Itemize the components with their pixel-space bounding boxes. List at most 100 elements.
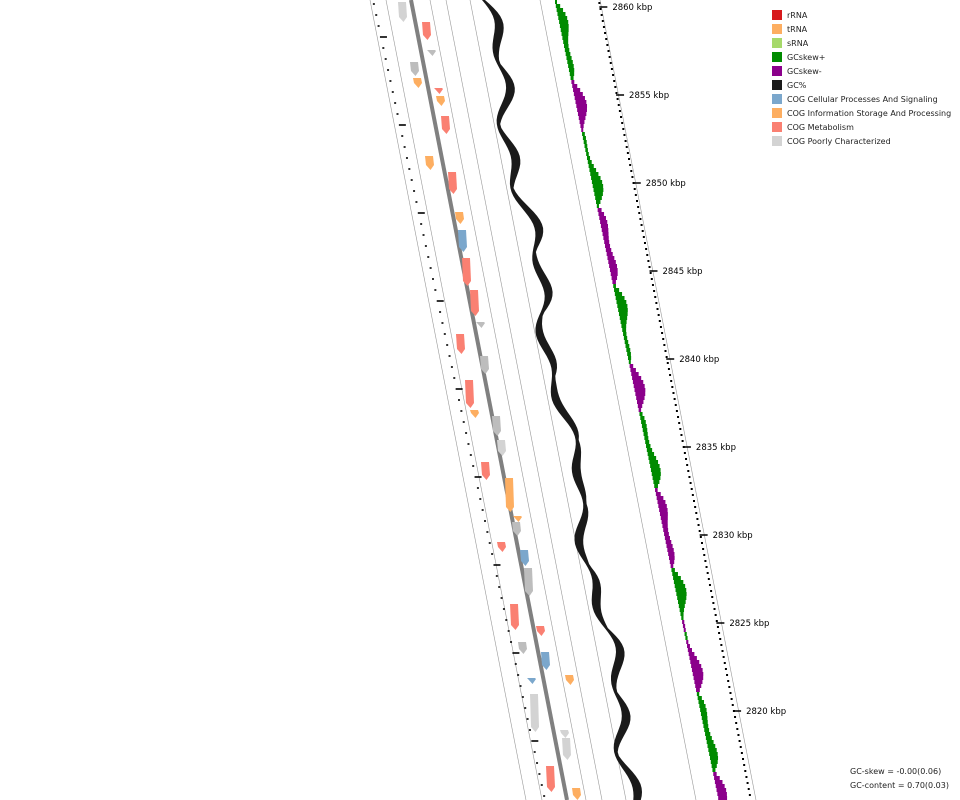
scale-dot [657, 314, 660, 316]
gc-skew-positive [593, 188, 604, 192]
gc-skew-negative [612, 280, 616, 284]
gc-skew-negative [603, 236, 609, 240]
scale-dot [703, 554, 706, 556]
scale-dot [673, 398, 676, 400]
scale-dot [649, 272, 652, 274]
legend-item: COG Information Storage And Processing [772, 106, 951, 120]
gc-skew-positive [561, 32, 569, 36]
gc-skew-positive [616, 300, 627, 304]
gc-skew-negative [691, 668, 703, 672]
gc-skew-positive [613, 284, 616, 288]
scale-dot [631, 176, 634, 178]
scale-dot [691, 494, 694, 496]
gc-skew-positive [704, 728, 710, 732]
gc-skew-positive [673, 576, 681, 580]
scale-dot [621, 122, 624, 124]
gc-skew-negative [637, 400, 644, 404]
gc-skew-positive [625, 344, 630, 348]
gc-skew-negative [670, 564, 674, 568]
legend-swatch [772, 122, 782, 132]
gc-skew-negative [578, 116, 586, 120]
scale-dot [665, 356, 668, 358]
legend-swatch [772, 108, 782, 118]
gc-skew-positive [654, 484, 658, 488]
gc-skew-negative [689, 656, 697, 660]
gc-skew-positive [639, 412, 643, 416]
gc-skew-positive [646, 444, 651, 448]
scale-dot [605, 38, 608, 40]
gc-skew-negative [599, 216, 606, 220]
gc-skew-positive [696, 692, 700, 696]
gc-skew-positive [671, 568, 675, 572]
gc-skew-negative [611, 276, 618, 280]
legend-swatch [772, 136, 782, 146]
gc-skew-positive [623, 336, 628, 340]
gc-skew-positive [705, 732, 711, 736]
gc-skew-positive [587, 160, 592, 164]
gc-skew-negative [602, 232, 609, 236]
gc-skew-positive [627, 356, 632, 360]
scale-label: 2845 kbp [662, 267, 702, 277]
legend-label: GCskew+ [787, 52, 826, 62]
gc-skew-positive [626, 348, 631, 352]
gc-skew-positive [650, 468, 661, 472]
cds-feature-metabolism [481, 462, 490, 480]
legend-item: GCskew- [772, 64, 951, 78]
scale-dot [702, 548, 705, 550]
gc-skew-negative [629, 364, 634, 368]
scale-dot [659, 326, 662, 328]
gc-stats: GC-skew = -0.00(0.06) GC-content = 0.70(… [850, 765, 949, 793]
gc-skew-positive [642, 428, 648, 432]
scale-dot [728, 686, 731, 688]
scale-dot [636, 200, 638, 202]
scale-dot [648, 266, 651, 268]
scale-dot [719, 638, 722, 640]
gc-skew-negative [716, 788, 727, 792]
gc-skew-negative [600, 224, 608, 228]
gc-skew-positive [620, 320, 627, 324]
gc-skew-negative [573, 92, 583, 96]
guide-line-3 [429, 0, 587, 800]
scale-label: 2820 kbp [746, 707, 786, 717]
gc-skew-negative [608, 260, 616, 264]
gc-skew-positive [700, 708, 707, 712]
scale-dot [688, 476, 691, 478]
gc-skew-positive [711, 764, 717, 768]
gc-skew-positive [646, 448, 653, 452]
legend-label: rRNA [787, 10, 808, 20]
gc-skew-negative [636, 396, 645, 400]
cds-feature-poorly_dark [518, 642, 527, 654]
gc-skew-positive [596, 200, 601, 204]
scale-dot [745, 776, 748, 778]
scale-label: 2825 kbp [729, 619, 769, 629]
gc-skew-negative [696, 688, 700, 692]
cds-feature-metabolism [422, 22, 431, 40]
backbone-line [409, 0, 569, 800]
guide-line-4 [445, 0, 603, 800]
gc-skew-negative [687, 644, 690, 648]
legend-item: rRNA [772, 8, 951, 22]
cds-feature-poorly_dark [492, 416, 501, 436]
gc-skew-positive [675, 588, 687, 592]
scale-dot [669, 374, 672, 376]
cds-feature-poorly [560, 730, 569, 738]
gc-skew-positive [679, 608, 685, 612]
legend-swatch [772, 94, 782, 104]
legend-label: COG Cellular Processes And Signaling [787, 94, 938, 104]
gc-skew-positive [628, 360, 631, 364]
scale-dot [720, 644, 723, 646]
scale-dot [670, 380, 673, 382]
gc-skew-positive [568, 64, 574, 68]
scale-dot [609, 62, 612, 64]
gc-skew-positive [699, 704, 706, 708]
cds-feature-metabolism [434, 88, 443, 94]
scale-dot [625, 146, 628, 148]
scale-dot [726, 674, 729, 676]
gc-skew-positive [649, 460, 659, 464]
scale-dot [598, 2, 601, 4]
scale-dot [623, 134, 626, 136]
gc-skew-negative [666, 544, 673, 548]
scale-dot [658, 320, 661, 322]
scale-dot [704, 560, 707, 562]
legend-item: sRNA [772, 36, 951, 50]
